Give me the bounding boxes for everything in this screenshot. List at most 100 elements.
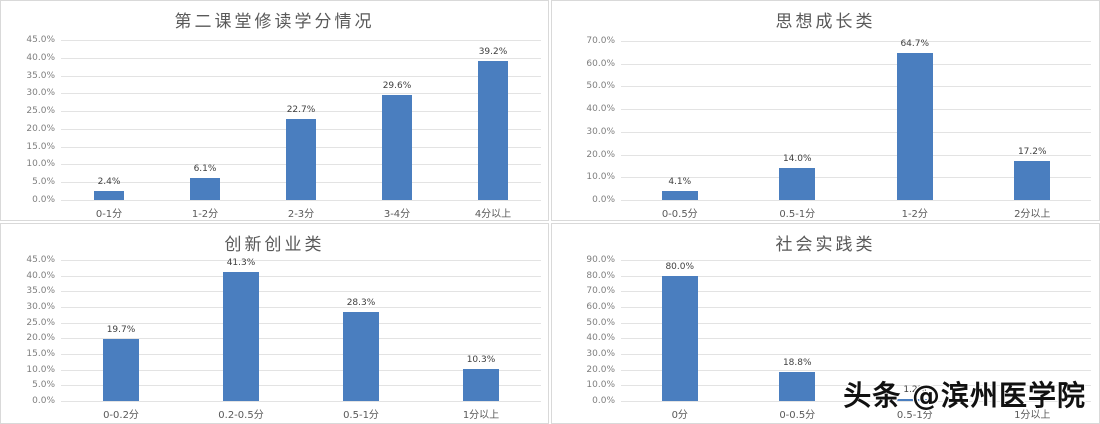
x-tick-label: 3-4分 [383, 209, 411, 220]
y-tick-label: 30.0% [26, 88, 55, 99]
gridline [621, 63, 1091, 65]
bar-value-label: 39.2% [478, 46, 508, 57]
gridline [61, 75, 541, 77]
y-tick-label: 50.0% [586, 317, 615, 328]
gridline [621, 41, 1091, 42]
gridline [61, 354, 541, 355]
chart-title: 创新创业类 [224, 235, 325, 255]
bar-value-label: 6.1% [193, 164, 217, 175]
bar-value-label: 2.4% [97, 177, 121, 188]
bar-value-label: 80.0% [665, 261, 695, 272]
bar-value-label: 1.2% [903, 385, 927, 396]
gridline [61, 338, 541, 340]
gridline [621, 200, 1091, 201]
gridline [61, 401, 541, 402]
y-tick-label: 35.0% [26, 70, 55, 81]
y-tick-label: 70.0% [586, 286, 615, 297]
bar [223, 271, 259, 401]
plot-area: 19.7% 41.3% 28.3% 10.3% [61, 257, 541, 402]
x-tick-label: 0.5-1分 [779, 209, 816, 220]
x-tick-label: 0分 [671, 410, 688, 421]
gridline [61, 200, 541, 201]
gridline [61, 57, 541, 59]
bar [190, 178, 220, 200]
y-tick-label: 30.0% [586, 349, 615, 359]
bar-value-label: 10.3% [466, 354, 496, 365]
y-tick-label: 20.0% [26, 123, 55, 134]
bar-value-label: 19.7% [106, 325, 136, 336]
y-tick-label: 35.0% [26, 286, 55, 297]
plot-area: 4.1% 14.0% 64.7% 17.2% [621, 39, 1091, 201]
y-tick-label: 40.0% [26, 270, 55, 281]
y-tick-label: 45.0% [26, 255, 55, 265]
y-tick-label: 10.0% [26, 364, 55, 375]
y-tick-label: 10.0% [26, 159, 55, 170]
gridline [61, 111, 541, 113]
gridline [621, 260, 1091, 261]
x-tick-label: 1-2分 [901, 209, 928, 220]
y-tick-label: 0.0% [592, 396, 615, 406]
gridline [621, 109, 1091, 111]
x-tick-label: 2-3分 [287, 209, 315, 220]
x-tick-label: 2分以上 [1014, 209, 1051, 220]
chart-title: 第二课堂修读学分情况 [174, 12, 375, 32]
gridline [621, 401, 1091, 402]
chart-panel-social-practice: 社会实践类 80.0% 18.8% 1.2% 0.0% 10.0% 20.0% 30.0% 40… [551, 223, 1100, 424]
bar-value-label: 28.3% [346, 298, 376, 309]
gridline [621, 354, 1091, 355]
x-tick-label: 0-0.5分 [779, 410, 816, 421]
gridline [61, 93, 541, 95]
gridline [621, 131, 1091, 133]
bar [94, 191, 124, 200]
y-tick-label: 50.0% [586, 81, 615, 92]
bar [1014, 160, 1051, 200]
gridline [621, 86, 1091, 88]
bar [896, 399, 933, 401]
bar-value-label: 41.3% [226, 257, 256, 268]
gridline [621, 307, 1091, 308]
gridline [621, 338, 1091, 340]
gridline [61, 369, 541, 371]
y-tick-label: 25.0% [26, 106, 55, 117]
bar [779, 371, 816, 401]
chart-panel-ideological-growth: 思想成长类 4.1% 14.0% 64.7% 17.2% 0.0% 10.0% 20.0% 30… [551, 0, 1100, 221]
plot-area: 80.0% 18.8% 1.2% [621, 260, 1091, 402]
plot-area: 2.4% 6.1% 22.7% 29.6% 39.2% [61, 40, 541, 201]
x-tick-label: 1-2分 [191, 209, 219, 220]
x-tick-label: 0-1分 [95, 209, 123, 220]
y-tick-label: 10.0% [586, 380, 615, 391]
bar-value-label: 18.8% [782, 357, 812, 368]
y-tick-label: 20.0% [586, 364, 615, 375]
gridline [621, 154, 1091, 156]
x-tick-label: 1分以上 [462, 410, 500, 421]
bar [103, 339, 139, 401]
gridline [621, 275, 1091, 277]
y-tick-label: 20.0% [26, 333, 55, 344]
y-tick-label: 90.0% [586, 255, 615, 265]
y-tick-label: 70.0% [586, 36, 615, 46]
gridline [621, 369, 1091, 371]
x-tick-label: 0.5-1分 [343, 410, 379, 421]
gridline [621, 291, 1091, 293]
bar-value-label: 17.2% [1017, 146, 1047, 157]
bar-value-label: 22.7% [286, 105, 316, 116]
chart-title: 思想成长类 [775, 12, 876, 32]
y-tick-label: 25.0% [26, 317, 55, 328]
bar [661, 190, 698, 200]
y-tick-label: 80.0% [586, 270, 615, 281]
bar-value-label: 14.0% [782, 154, 812, 165]
gridline [61, 260, 541, 261]
x-tick-label: 0-0.5分 [661, 209, 698, 220]
y-tick-label: 60.0% [586, 302, 615, 312]
bar [286, 119, 316, 200]
bar [896, 53, 933, 200]
y-tick-label: 20.0% [586, 149, 615, 160]
gridline [621, 177, 1091, 179]
chart-title: 社会实践类 [775, 235, 876, 255]
bar [478, 60, 508, 200]
y-tick-label: 0.0% [32, 195, 55, 205]
y-tick-label: 15.0% [26, 141, 55, 152]
y-tick-label: 30.0% [26, 302, 55, 312]
x-tick-label: 0-0.2分 [103, 410, 139, 421]
watermark: 头条 @滨州医学院 [843, 379, 1086, 412]
